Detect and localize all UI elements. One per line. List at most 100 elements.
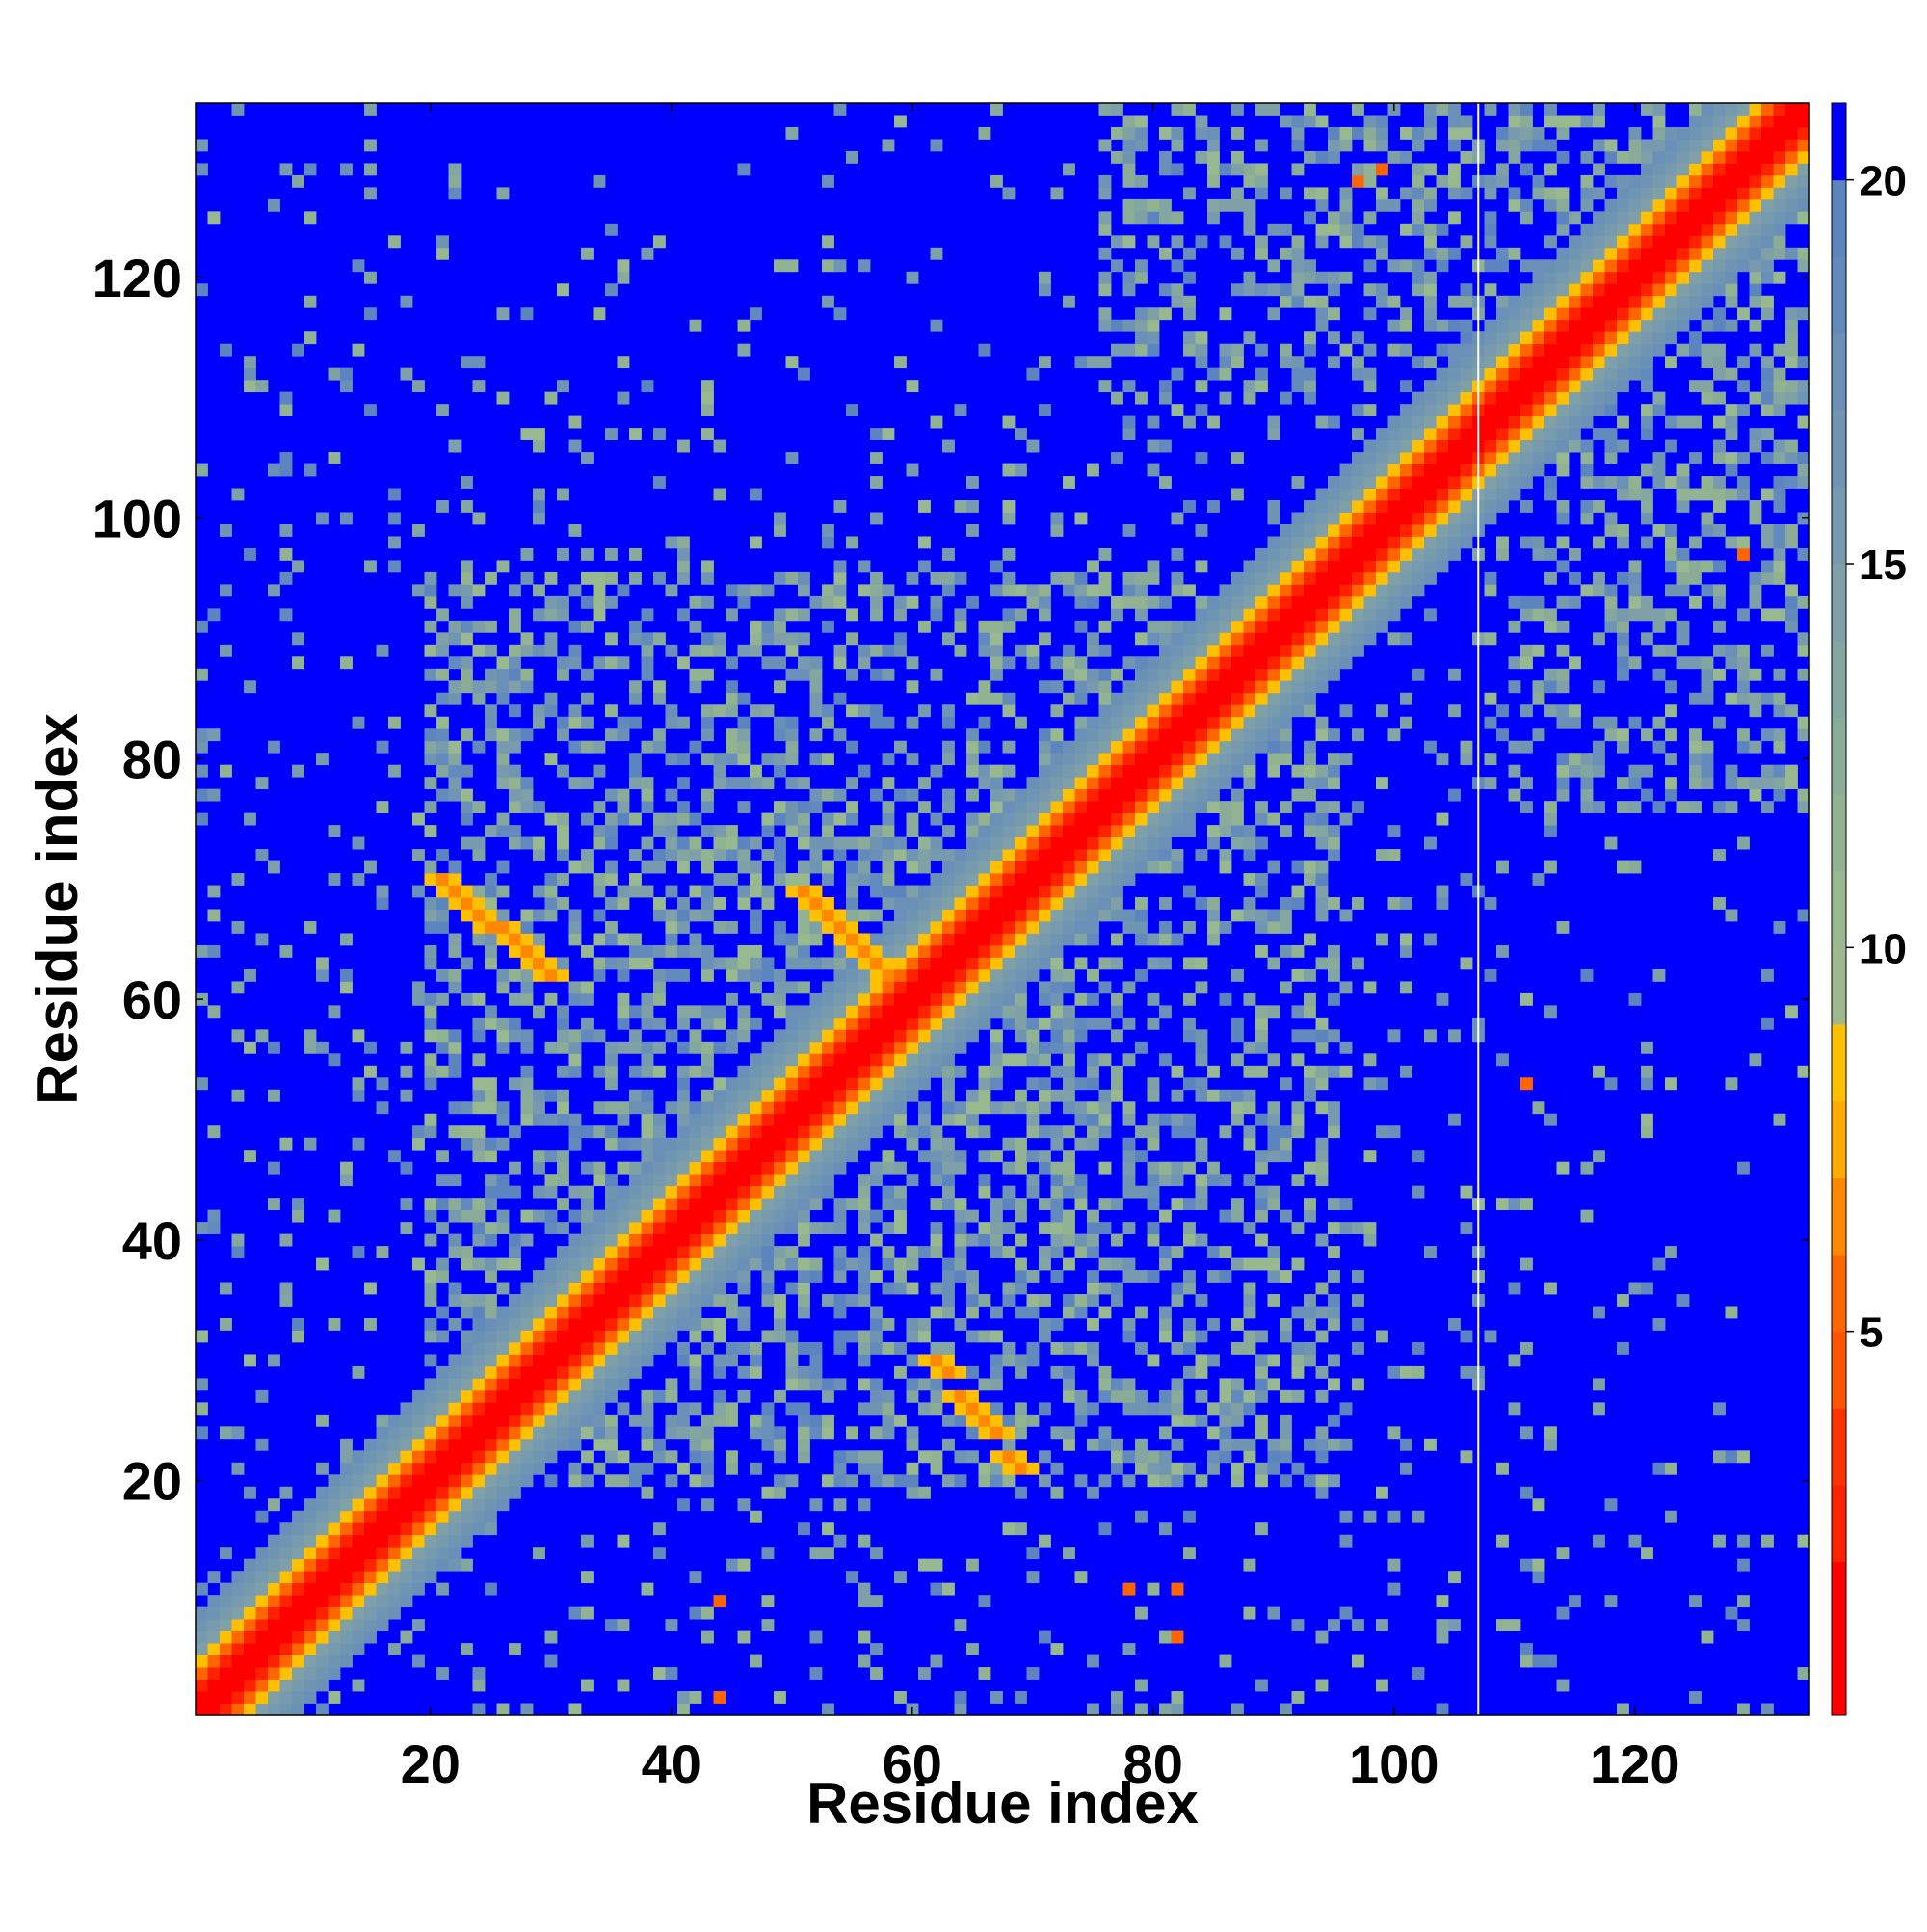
heatmap-cell (677, 1161, 690, 1175)
heatmap-cell (761, 1185, 775, 1199)
heatmap-cell (1050, 1029, 1064, 1043)
heatmap-cell (496, 560, 510, 573)
heatmap-cell (774, 1294, 786, 1307)
heatmap-cell (1002, 992, 1016, 1006)
heatmap-cell (665, 1317, 678, 1331)
heatmap-cell (1315, 644, 1329, 657)
heatmap-cell (316, 1619, 329, 1632)
heatmap-cell (448, 1426, 462, 1440)
heatmap-cell (581, 860, 594, 874)
heatmap-cell (352, 1510, 365, 1523)
heatmap-cell (448, 1522, 462, 1536)
heatmap-cell (1255, 1209, 1268, 1223)
heatmap-cell (400, 1089, 413, 1102)
heatmap-cell (1111, 740, 1123, 754)
heatmap-cell (713, 439, 726, 453)
heatmap-cell (665, 1389, 678, 1403)
heatmap-cell (774, 1150, 786, 1163)
heatmap-cell (641, 992, 654, 1006)
heatmap-cell (750, 1077, 762, 1091)
heatmap-cell (1135, 849, 1148, 861)
heatmap-cell (605, 897, 618, 910)
heatmap-cell (1015, 1486, 1027, 1499)
heatmap-cell (1676, 632, 1690, 646)
heatmap-cell (774, 656, 786, 670)
heatmap-cell (954, 897, 967, 910)
heatmap-cell (1689, 656, 1702, 670)
heatmap-cell (279, 571, 293, 585)
heatmap-cell (870, 1125, 883, 1139)
heatmap-cell (942, 704, 955, 718)
heatmap-cell (1676, 584, 1690, 597)
heatmap-cell (485, 1414, 497, 1427)
heatmap-cell (268, 1606, 280, 1620)
heatmap-cell (581, 1330, 594, 1343)
heatmap-cell (448, 981, 462, 994)
heatmap-cell (1424, 512, 1437, 525)
heatmap-cell (1737, 1595, 1750, 1608)
heatmap-cell (1147, 1222, 1160, 1234)
heatmap-cell (568, 1306, 582, 1319)
heatmap-cell (496, 933, 510, 946)
heatmap-cell (496, 753, 510, 766)
heatmap-cell (701, 1341, 714, 1355)
heatmap-cell (568, 1426, 582, 1440)
heatmap-cell (1063, 1089, 1075, 1102)
heatmap-cell (544, 1654, 558, 1668)
heatmap-cell (1015, 1053, 1027, 1067)
heatmap-cell (1183, 1270, 1196, 1283)
heatmap-cell (833, 1198, 847, 1211)
heatmap-cell (448, 1125, 462, 1139)
heatmap-cell (340, 1498, 353, 1512)
heatmap-cell (1448, 523, 1461, 537)
heatmap-cell (424, 1282, 437, 1295)
heatmap-cell (1122, 428, 1136, 440)
heatmap-cell (798, 1233, 810, 1247)
heatmap-cell (689, 812, 702, 826)
heatmap-cell (544, 1185, 558, 1199)
heatmap-cell (641, 1222, 654, 1234)
heatmap-cell (1243, 1306, 1256, 1319)
heatmap-cell (1797, 391, 1810, 405)
heatmap-cell (1183, 644, 1196, 657)
heatmap-cell (1122, 801, 1136, 814)
heatmap-cell (726, 1161, 738, 1175)
heatmap-cell (1291, 1113, 1305, 1126)
heatmap-cell (1159, 1402, 1172, 1416)
heatmap-cell (231, 981, 245, 994)
heatmap-cell (605, 1233, 618, 1247)
heatmap-cell (1183, 680, 1196, 694)
heatmap-cell (1713, 595, 1726, 609)
heatmap-cell (424, 825, 437, 837)
heatmap-cell (1147, 728, 1160, 742)
heatmap-cell (1002, 968, 1016, 982)
heatmap-cell (581, 1414, 594, 1427)
heatmap-cell (1484, 463, 1497, 477)
heatmap-cell (870, 476, 883, 489)
heatmap-cell (1641, 488, 1653, 501)
heatmap-cell (737, 1306, 751, 1319)
heatmap-cell (509, 777, 521, 790)
heatmap-cell (1773, 476, 1786, 489)
heatmap-cell (1002, 1185, 1016, 1199)
heatmap-cell (1641, 1077, 1653, 1091)
heatmap-cell (737, 1077, 751, 1091)
heatmap-cell (1424, 547, 1437, 561)
heatmap-cell (448, 1389, 462, 1403)
heatmap-cell (485, 668, 497, 681)
heatmap-cell (388, 1486, 401, 1499)
heatmap-cell (1448, 788, 1461, 802)
heatmap-cell (954, 1246, 967, 1258)
heatmap-cell (436, 849, 449, 861)
heatmap-cell (918, 1378, 931, 1391)
heatmap-cell (798, 1450, 810, 1464)
heatmap-cell (1544, 1438, 1557, 1451)
heatmap-cell (641, 1354, 654, 1367)
heatmap-cell (882, 1389, 895, 1403)
heatmap-cell (785, 1053, 799, 1067)
heatmap-cell (677, 1498, 690, 1512)
heatmap-cell (629, 1174, 642, 1187)
heatmap-cell (1074, 1233, 1088, 1247)
heatmap-cell (1195, 595, 1208, 609)
heatmap-cell (1665, 644, 1677, 657)
